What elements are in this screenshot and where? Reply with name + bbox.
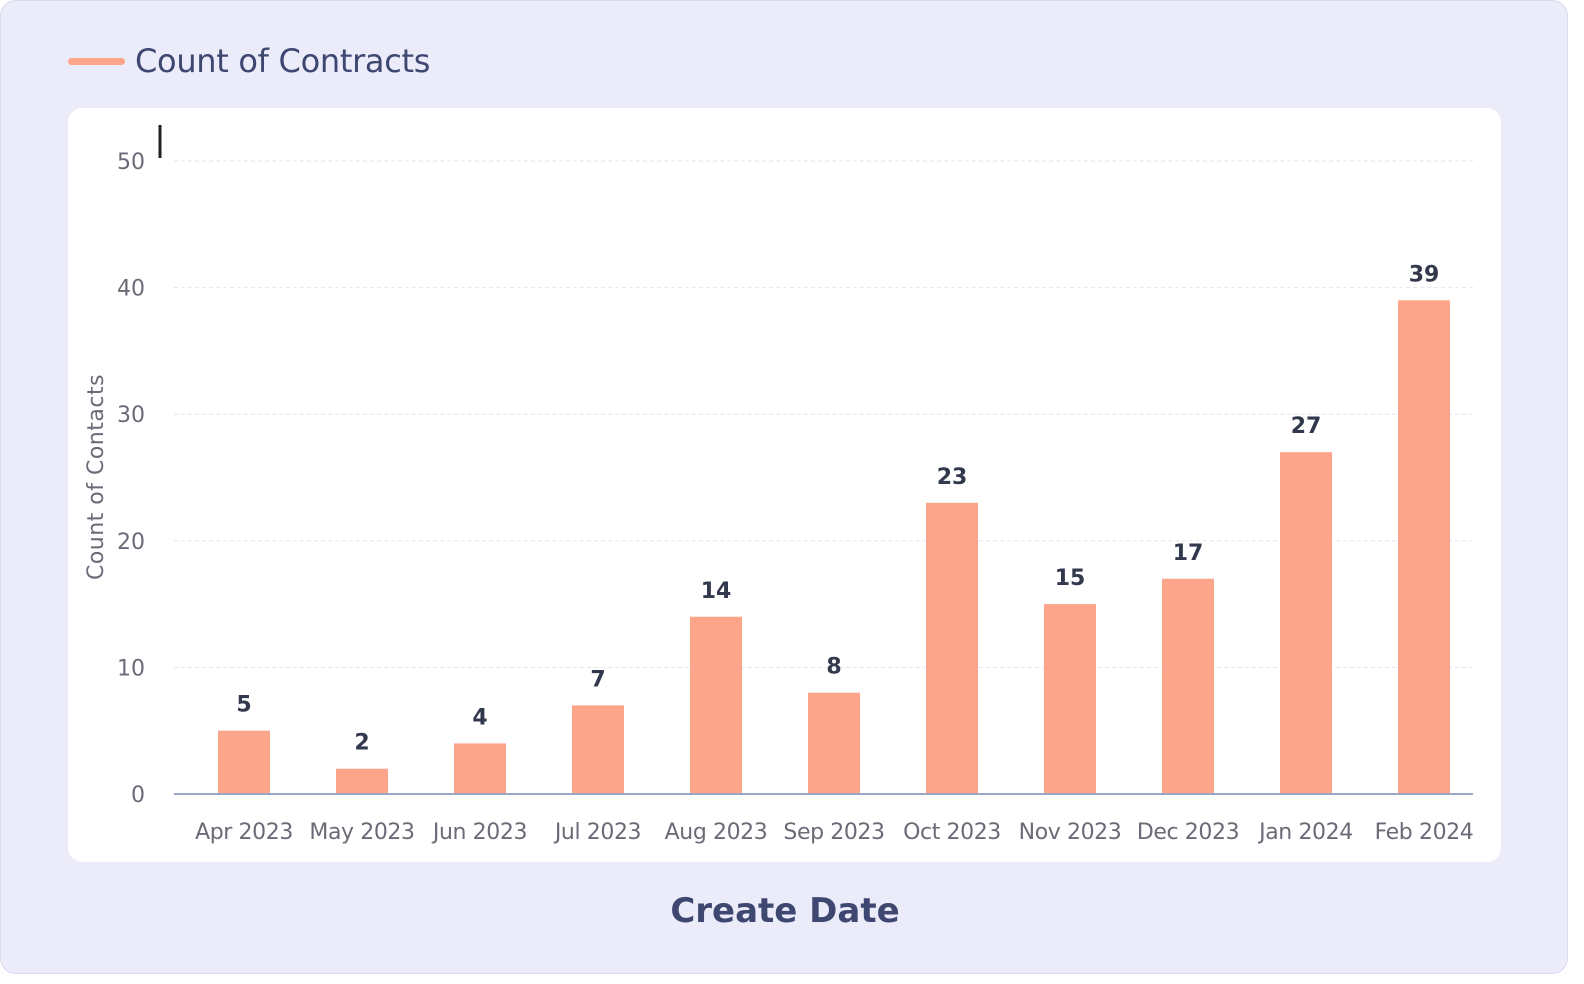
bar-value-label: 27: [1291, 414, 1322, 439]
bar: [1162, 578, 1214, 794]
x-tick-label: Feb 2024: [1375, 820, 1474, 845]
y-tick-label: 40: [117, 277, 145, 302]
bar: [454, 743, 506, 794]
bar: [1398, 300, 1450, 794]
legend: Count of Contracts: [68, 41, 430, 81]
x-axis-title: Create Date: [670, 891, 900, 931]
bar-value-label: 8: [826, 655, 841, 680]
y-tick-label: 10: [117, 656, 145, 681]
y-axis-title: Count of Contacts: [84, 374, 109, 580]
x-tick-label: Jul 2023: [553, 820, 641, 845]
legend-swatch: [68, 57, 125, 65]
x-tick-label: Nov 2023: [1019, 820, 1122, 845]
x-tick-label: Apr 2023: [195, 820, 293, 845]
legend-label: Count of Contracts: [135, 42, 431, 80]
bar-value-label: 17: [1173, 541, 1204, 566]
bar: [1280, 452, 1332, 794]
bar: [218, 730, 270, 794]
bar: [1044, 604, 1096, 794]
bar-value-label: 15: [1055, 566, 1086, 591]
x-tick-label: Dec 2023: [1137, 820, 1239, 845]
bar-value-label: 4: [472, 705, 487, 730]
x-tick-label: Sep 2023: [783, 820, 884, 845]
x-tick-label: Jun 2023: [431, 820, 527, 845]
bar-value-label: 2: [354, 731, 369, 756]
x-tick-label: Oct 2023: [903, 820, 1001, 845]
y-tick-label: 0: [131, 783, 145, 808]
chart-card: 0 10 20 30 40 50 Count of Contacts 5 Apr 2023 2 Ma…: [68, 108, 1501, 862]
bar: [572, 705, 624, 794]
y-tick-label: 30: [117, 403, 145, 428]
y-tick-label: 50: [117, 150, 145, 175]
bar-chart: 0 10 20 30 40 50 Count of Contacts 5 Apr 2023 2 Ma…: [84, 125, 1474, 845]
x-tick-label: Aug 2023: [665, 820, 768, 845]
y-tick-label: 20: [117, 530, 145, 555]
bar-value-label: 7: [590, 667, 605, 692]
x-tick-label: May 2023: [309, 820, 414, 845]
bar: [690, 616, 742, 794]
bar: [808, 692, 860, 794]
chart-frame: Count of Contracts 0 10 20 30 40 50 Count of C…: [0, 0, 1568, 974]
bar: [926, 502, 978, 794]
bar-value-label: 39: [1409, 262, 1440, 287]
x-tick-label: Jan 2024: [1257, 820, 1353, 845]
bar-value-label: 5: [236, 693, 251, 718]
bar-value-label: 14: [701, 579, 732, 604]
bar: [336, 768, 388, 794]
bar-value-label: 23: [937, 465, 968, 490]
